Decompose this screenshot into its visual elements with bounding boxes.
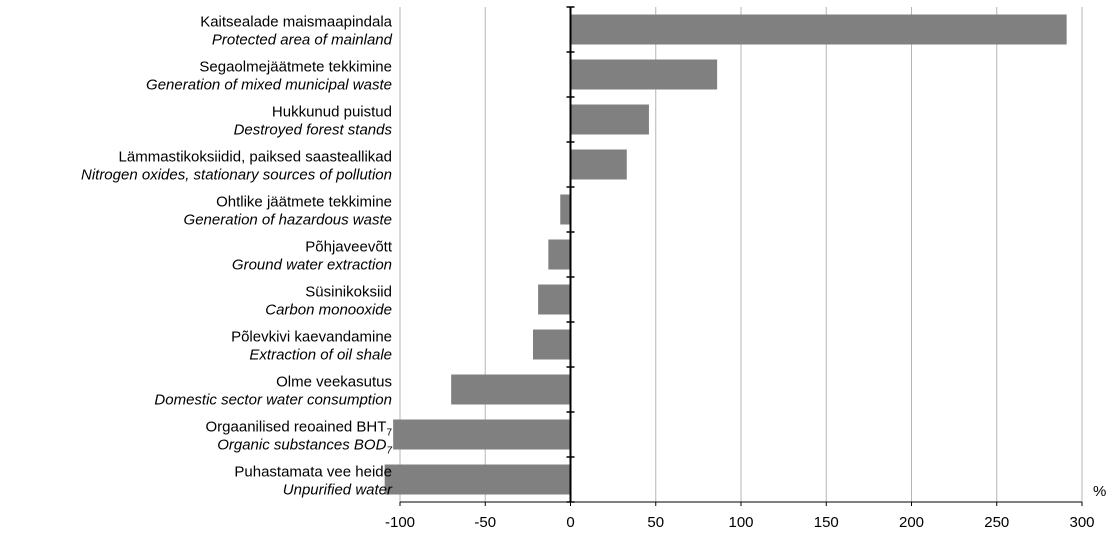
zero-axis — [399, 6, 1083, 506]
category-label-et: Puhastamata vee heide — [234, 464, 392, 481]
x-tick-label: 150 — [814, 514, 839, 531]
x-tick-label: -100 — [385, 514, 415, 531]
x-tick-label: 200 — [899, 514, 924, 531]
x-tick-labels: -100 -50 0 50 100 150 200 250 300 — [385, 514, 1095, 531]
category-label-en: Nitrogen oxides, stationary sources of p… — [81, 167, 392, 184]
category-label-en: Protected area of mainland — [212, 32, 393, 49]
category-label-et: Orgaanilised reoained BHT7 — [206, 419, 393, 439]
bar — [384, 464, 571, 495]
category-label-en: Generation of mixed municipal waste — [146, 77, 392, 94]
category-label-et: Lämmastikoksiidid, paiksed saasteallikad — [119, 149, 392, 166]
category-label-et: Olme veekasutus — [276, 374, 392, 391]
bar — [570, 149, 627, 180]
bar — [570, 104, 649, 135]
category-label-en: Unpurified water — [283, 482, 393, 499]
bar — [451, 374, 571, 405]
bar — [393, 419, 571, 450]
category-label-et: Süsinikoksiid — [305, 284, 392, 301]
bar — [570, 59, 718, 90]
bars — [384, 14, 1067, 495]
category-label-et: Hukkunud puistud — [272, 104, 392, 121]
category-label-en: Ground water extraction — [232, 257, 392, 274]
x-tick-label: 300 — [1069, 514, 1094, 531]
category-label-en: Carbon monooxide — [265, 302, 392, 319]
category-label-en: Destroyed forest stands — [234, 122, 393, 139]
x-tick-label: 100 — [728, 514, 753, 531]
x-tick-label: -50 — [474, 514, 496, 531]
category-label-et: Põhjaveevõtt — [305, 239, 393, 256]
category-label-et: Kaitsealade maismaapindala — [200, 14, 392, 31]
category-label-en: Extraction of oil shale — [249, 347, 392, 364]
category-label-en: Generation of hazardous waste — [184, 212, 392, 229]
x-tick-label: 250 — [984, 514, 1009, 531]
x-tick-label: 0 — [566, 514, 574, 531]
category-label-et: Segaolmejäätmete tekkimine — [199, 59, 392, 76]
bar — [548, 239, 571, 270]
category-label-en: Domestic sector water consumption — [154, 392, 392, 409]
x-tick-label: 50 — [647, 514, 664, 531]
category-label-et: Põlevkivi kaevandamine — [231, 329, 392, 346]
category-label-et: Ohtlike jäätmete tekkimine — [216, 194, 392, 211]
bar — [538, 284, 571, 315]
category-label-en: Organic substances BOD7 — [217, 437, 392, 457]
bar — [560, 194, 571, 225]
bar — [570, 14, 1067, 45]
bar — [532, 329, 571, 360]
unit-label: % — [1093, 483, 1106, 500]
